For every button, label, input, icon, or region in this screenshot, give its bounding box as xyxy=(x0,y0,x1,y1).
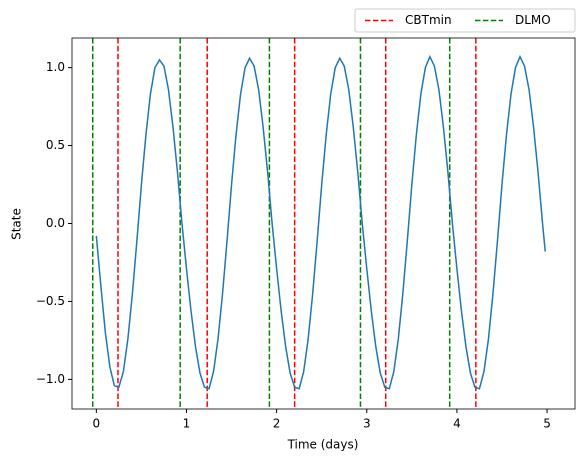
y-axis-label: State xyxy=(10,208,24,240)
legend-box xyxy=(354,8,576,33)
legend-label: DLMO xyxy=(515,13,551,27)
y-tick-label: −1.0 xyxy=(36,372,65,386)
plot-frame xyxy=(71,37,576,410)
y-tick-label: −0.5 xyxy=(36,294,65,308)
x-tick-label: 5 xyxy=(543,417,551,431)
y-tick-label: 1.0 xyxy=(46,60,65,74)
line xyxy=(95,54,546,390)
x-tick-label: 1 xyxy=(183,417,191,431)
x-tick-label: 2 xyxy=(273,417,281,431)
x-tick-label: 4 xyxy=(453,417,461,431)
x-axis-label: Time (days) xyxy=(287,438,359,452)
legend-label: CBTmin xyxy=(405,13,452,27)
x-tick-label: 0 xyxy=(93,417,101,431)
x-tick-label: 3 xyxy=(363,417,371,431)
y-tick-label: 0.0 xyxy=(46,216,65,230)
y-tick-label: 0.5 xyxy=(46,138,65,152)
